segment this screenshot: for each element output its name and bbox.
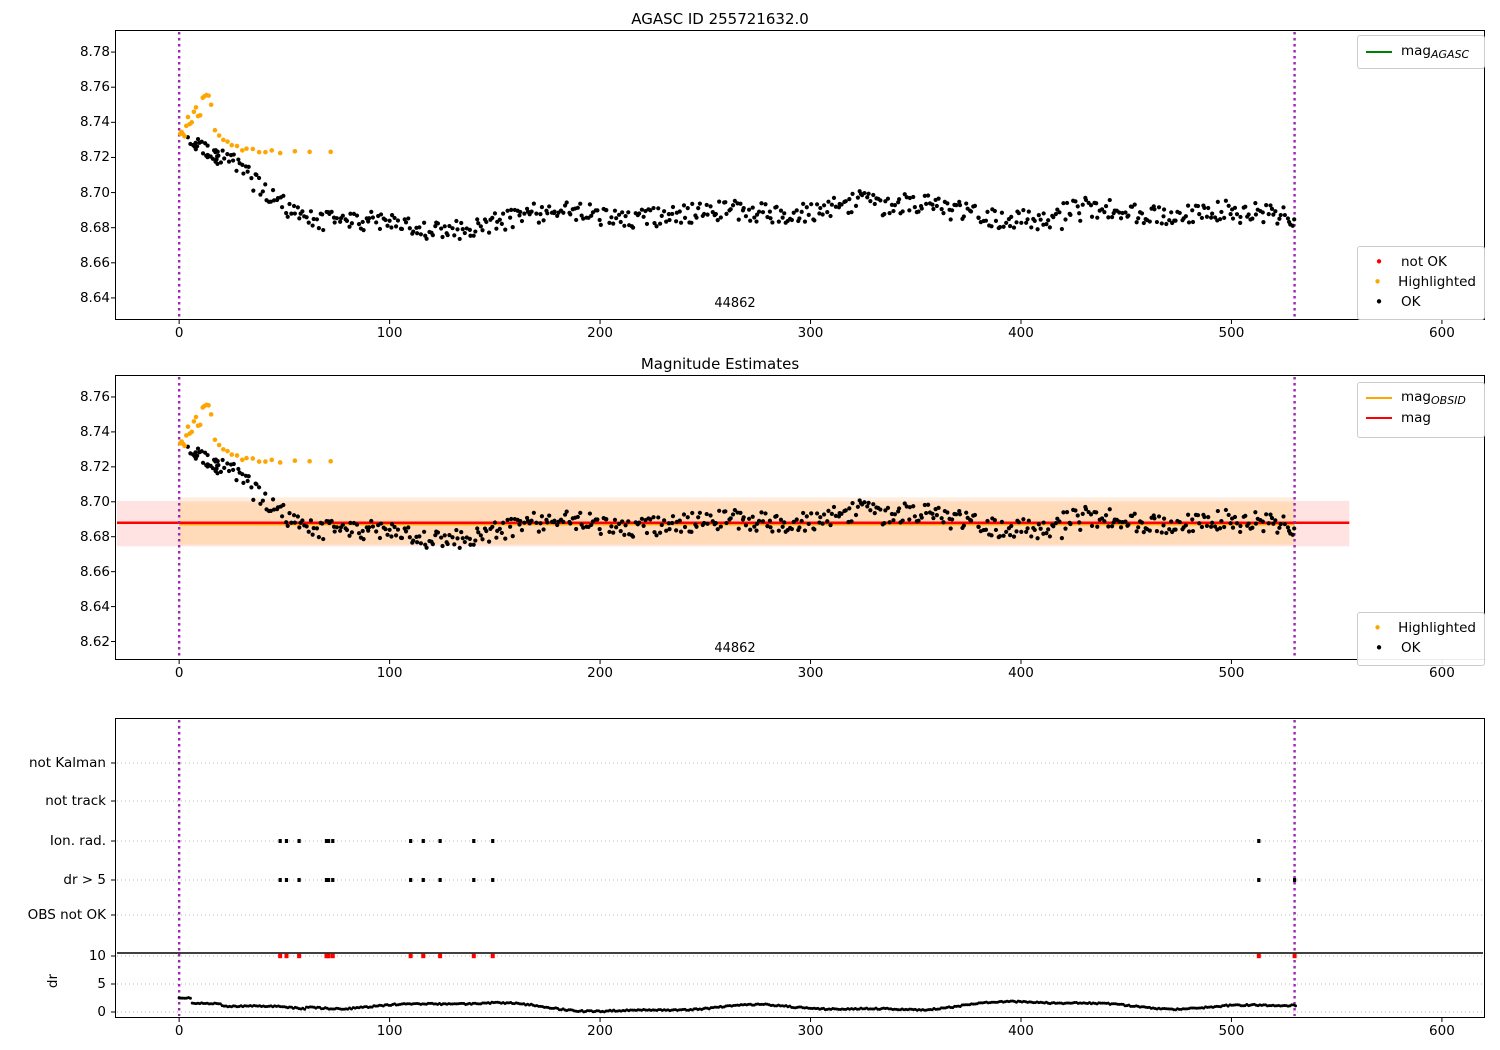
dr-tick-label: 10 [88, 948, 106, 964]
legend-swatch-mag [1366, 417, 1392, 419]
obsid-annotation-middle: 44862 [714, 641, 756, 656]
scatter-points-top [177, 92, 1297, 242]
y-tick-label: 8.72 [79, 149, 110, 166]
legend-item-mag-obsid: magOBSID [1366, 388, 1476, 408]
legend-label-highlighted-mid: Highlighted [1398, 620, 1476, 636]
y-tick-label: 8.74 [79, 423, 110, 440]
flag-row-label: OBS not OK [27, 907, 106, 923]
legend-label-mag-agasc: magAGASC [1401, 43, 1470, 61]
obsid-annotation-top: 44862 [714, 296, 756, 311]
legend-label-mag-obsid: magOBSID [1401, 389, 1466, 407]
legend-swatch-ok-mid: • [1374, 638, 1384, 657]
panel-magnitude-agasc [115, 30, 1485, 320]
legend-item-highlighted-mid: • Highlighted [1366, 618, 1476, 638]
x-tick-label: 500 [1218, 1023, 1245, 1039]
flag-row-label: not track [45, 793, 106, 809]
legend-label-highlighted: Highlighted [1398, 274, 1476, 290]
x-tick-label: 300 [797, 665, 824, 681]
y-tick-label: 8.74 [79, 114, 110, 131]
page-title: AGASC ID 255721632.0 [631, 10, 809, 28]
legend-mag-agasc[interactable]: magAGASC [1357, 35, 1485, 69]
x-tick-label: 0 [174, 325, 184, 341]
x-tick-label: 200 [587, 1023, 613, 1039]
legend-item-mag: mag [1366, 408, 1476, 428]
legend-point-status-top[interactable]: • not OK • Highlighted • OK [1357, 246, 1485, 320]
legend-label-ok: OK [1401, 294, 1421, 310]
legend-swatch-not-ok: • [1374, 252, 1384, 271]
x-tick-label: 400 [1008, 665, 1034, 681]
panel-flags-dr [115, 718, 1485, 1018]
y-tick-label: 8.66 [79, 563, 110, 580]
x-tick-label: 200 [587, 325, 613, 341]
panel-title-magnitude-estimates: Magnitude Estimates [640, 355, 800, 373]
legend-swatch-highlighted-mid: • [1373, 618, 1383, 637]
flag-row-label: Ion. rad. [49, 833, 106, 849]
y-tick-label: 8.66 [79, 254, 110, 271]
y-tick-label: 8.64 [79, 289, 110, 306]
y-tick-label: 8.62 [79, 633, 110, 650]
legend-point-status-middle[interactable]: • Highlighted • OK [1357, 612, 1485, 666]
y-tick-label: 8.76 [79, 388, 110, 405]
dr-tick-label: 0 [97, 1004, 106, 1020]
legend-item-mag-agasc: magAGASC [1366, 42, 1476, 62]
x-tick-label: 400 [1008, 325, 1034, 341]
legend-item-ok: • OK [1366, 292, 1476, 312]
x-tick-label: 600 [1429, 325, 1455, 341]
x-tick-label: 300 [797, 325, 824, 341]
dr-tick-label: 5 [97, 976, 106, 992]
scatter-points-mid [177, 402, 1297, 551]
legend-swatch-highlighted: • [1373, 272, 1383, 291]
legend-label-not-ok: not OK [1401, 254, 1447, 270]
x-tick-label: 500 [1218, 665, 1245, 681]
y-tick-label: 8.64 [79, 598, 110, 615]
y-tick-label: 8.70 [79, 493, 110, 510]
y-tick-label: 8.72 [79, 458, 110, 475]
x-tick-label: 400 [1008, 1023, 1034, 1039]
x-tick-label: 200 [587, 665, 613, 681]
y-tick-label: 8.70 [79, 184, 110, 201]
dr-trace [177, 996, 1298, 1014]
legend-swatch-mag-agasc [1366, 51, 1392, 53]
legend-swatch-ok: • [1374, 292, 1384, 311]
legend-item-ok-mid: • OK [1366, 638, 1476, 658]
legend-item-not-ok: • not OK [1366, 252, 1476, 272]
x-tick-label: 0 [174, 665, 184, 681]
x-tick-label: 100 [376, 325, 403, 341]
legend-label-ok-mid: OK [1401, 640, 1421, 656]
x-tick-label: 600 [1429, 1023, 1455, 1039]
x-tick-label: 600 [1429, 665, 1455, 681]
x-tick-label: 100 [376, 665, 403, 681]
x-tick-label: 100 [376, 1023, 403, 1039]
x-tick-label: 300 [797, 1023, 824, 1039]
y-tick-label: 8.78 [79, 44, 110, 61]
y-tick-label: 8.68 [79, 528, 110, 545]
flag-row-label: dr > 5 [63, 872, 106, 888]
y-tick-label: 8.68 [79, 219, 110, 236]
legend-item-highlighted: • Highlighted [1366, 272, 1476, 292]
legend-mag-lines[interactable]: magOBSID mag [1357, 382, 1485, 438]
x-tick-label: 500 [1218, 325, 1245, 341]
x-tick-label: 0 [174, 1023, 184, 1039]
y-tick-label: 8.76 [79, 79, 110, 96]
legend-swatch-mag-obsid [1366, 397, 1392, 399]
legend-label-mag: mag [1401, 410, 1431, 426]
flag-row-label: not Kalman [28, 755, 106, 771]
